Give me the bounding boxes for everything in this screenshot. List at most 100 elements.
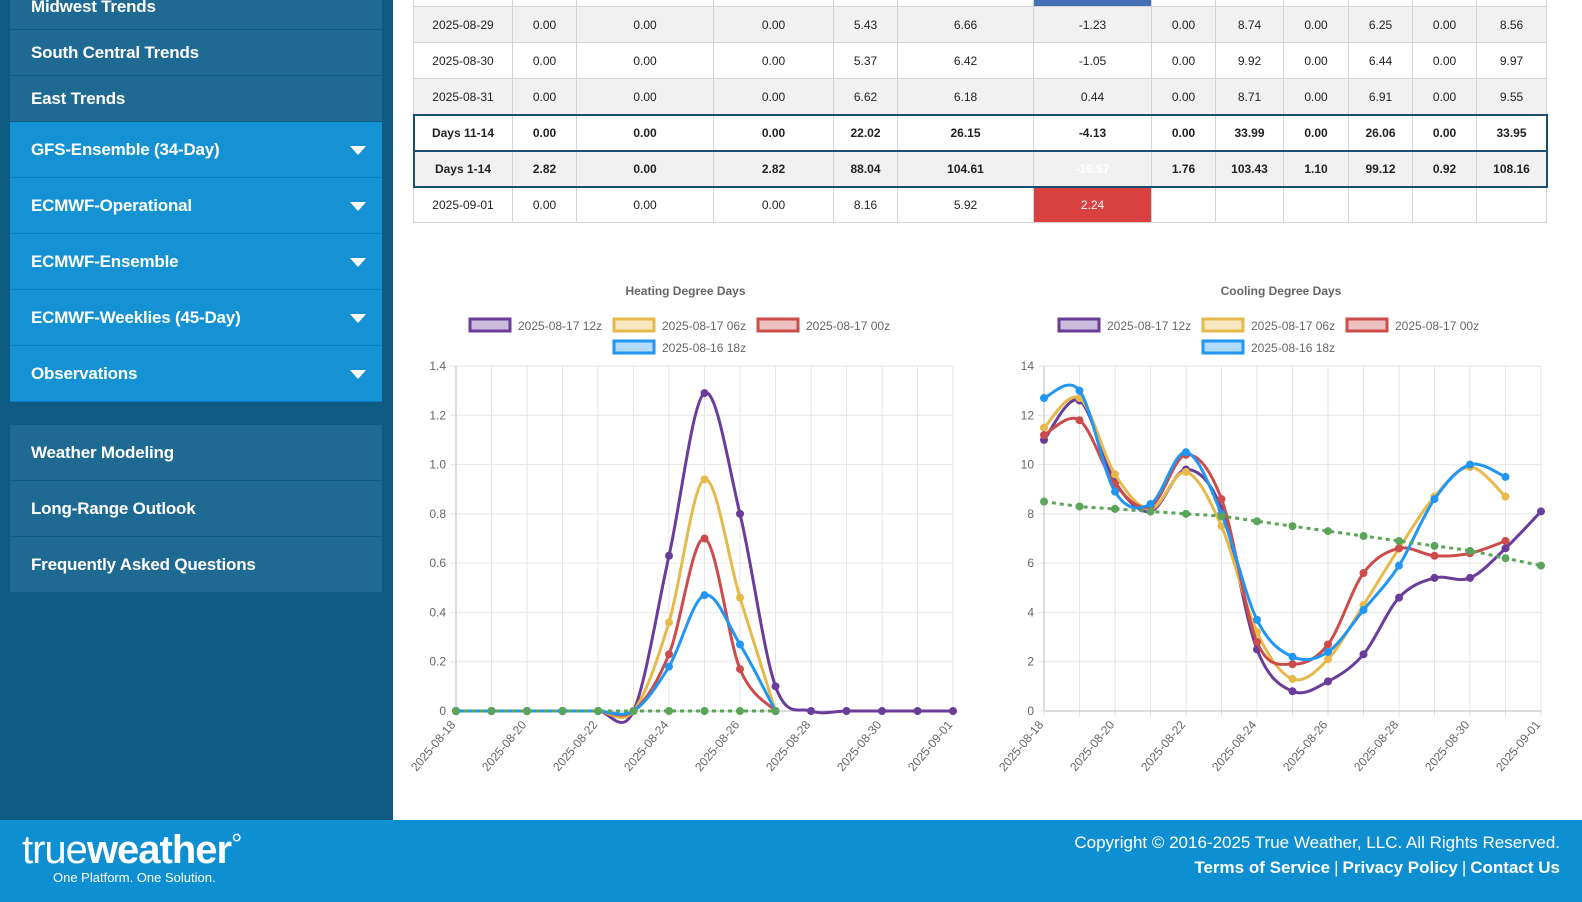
data-point [1359,650,1368,659]
caret-down-icon [350,314,366,323]
sidebar-item-east-trends[interactable]: East Trends [10,76,382,122]
table-row: Days 11-14 0.00 0.00 0.00 22.02 26.15 -4.13 0.0… [412,113,1548,152]
data-point [736,665,744,674]
y-tick-label: 12 [1021,408,1035,422]
privacy-policy-link[interactable]: Privacy Policy [1342,858,1458,877]
sidebar-item-label: GFS-Ensemble (34-Day) [31,139,220,159]
x-tick-label: 2025-08-20 [479,718,529,774]
sidebar-item-label: Frequently Asked Questions [31,554,256,574]
table-cell: 8.74 [1215,6,1284,43]
data-point [665,707,673,715]
data-point [1501,554,1510,563]
table-cell: 6.62 [833,78,898,115]
legend-label: 2025-08-17 12z [518,319,602,333]
row-label-cell: 2025-08-29 [413,6,513,43]
sidebar-item-label: Long-Range Outlook [31,498,196,518]
table-row: 2025-08-30 0.00 0.00 0.00 5.37 6.42 -1.05 0.00 9… [413,42,1547,79]
table-cell: 0.00 [576,114,714,151]
terms-of-service-link[interactable]: Terms of Service [1194,858,1331,877]
sidebar-item-long-range-outlook[interactable]: Long-Range Outlook [10,481,382,537]
x-tick-label: 2025-08-28 [1351,718,1401,774]
table-cell: 8.16 [833,186,898,223]
table-cell: 0.00 [1283,114,1349,151]
row-label-cell: 2025-08-30 [413,42,513,79]
x-tick-label: 2025-08-24 [621,718,671,774]
x-tick-label: 2025-08-18 [408,718,458,774]
table-cell: 2.82 [713,150,834,187]
series-line [1042,395,1507,682]
sidebar-item-label: ECMWF-Ensemble [31,251,179,271]
sidebar-item-weather-modeling[interactable]: Weather Modeling [10,425,382,481]
sidebar-dropdown-ecmwf-ensemble[interactable]: ECMWF-Ensemble [10,234,382,290]
y-tick-label: 0 [1027,704,1034,718]
table-cell: 0.00 [576,78,714,115]
data-point [1466,460,1474,469]
sidebar-dropdown-observations[interactable]: Observations [10,346,382,402]
table-cell: 104.61 [897,150,1034,187]
sidebar-dropdown-ecmwf-operational[interactable]: ECMWF-Operational [10,178,382,234]
y-tick-label: 1.4 [429,359,446,373]
sidebar: Midwest Trends South Central Trends East… [0,0,393,820]
legend-label: 2025-08-16 18z [1251,341,1335,355]
data-point [1430,551,1439,560]
table-cell: 22.02 [833,114,898,151]
data-point [771,682,780,691]
table-cell: 0.00 [713,186,834,223]
table-cell: 9.92 [1215,42,1284,79]
legend-label: 2025-08-16 18z [662,341,746,355]
sidebar-item-label: Midwest Trends [31,0,156,16]
table-cell: 0.00 [1412,114,1477,151]
data-point [1466,546,1474,555]
data-point [736,640,744,649]
x-tick-label: 2025-08-28 [763,718,813,774]
data-point [1040,497,1048,506]
table-cell: 6.44 [1348,42,1413,79]
table-cell [1412,186,1477,223]
table-cell: 9.55 [1476,78,1547,115]
row-label-cell: Days 11-14 [413,114,513,151]
table-cell [1283,186,1349,223]
data-point [736,509,744,518]
data-point [1288,687,1297,696]
contact-us-link[interactable]: Contact Us [1470,858,1560,877]
data-point [913,707,922,715]
table-cell: 0.00 [1151,42,1216,79]
legend-swatch [468,317,512,333]
data-point [1395,544,1403,553]
table-cell: 0.92 [1412,150,1477,187]
data-point [807,707,815,715]
sidebar-dropdown-gfs-ensemble[interactable]: GFS-Ensemble (34-Day) [10,122,382,178]
x-tick-label: 2025-08-26 [1280,718,1330,774]
table-cell: -1.23 [1033,6,1152,43]
data-point [1501,492,1510,501]
table-cell: 9.97 [1476,42,1547,79]
x-tick-label: 2025-09-01 [905,718,955,774]
data-point [1182,509,1190,518]
info-group: Weather Modeling Long-Range Outlook Freq… [10,425,382,593]
data-point [1501,544,1510,553]
legend-swatch [1201,339,1245,355]
sidebar-dropdown-ecmwf-weeklies[interactable]: ECMWF-Weeklies (45-Day) [10,290,382,346]
data-point [1075,386,1084,395]
data-point [1111,487,1119,496]
sidebar-item-faq[interactable]: Frequently Asked Questions [10,537,382,593]
trueweather-logo[interactable]: trueweather° [22,828,242,873]
data-point [1182,448,1190,457]
table-row: 2025-09-01 0.00 0.00 0.00 8.16 5.92 2.24 [413,186,1547,223]
data-point [665,662,673,671]
table-cell: 1.10 [1283,150,1349,187]
table-cell: 1.76 [1151,150,1216,187]
data-point [1324,655,1332,664]
x-tick-label: 2025-08-30 [834,718,884,774]
sidebar-item-midwest-trends[interactable]: Midwest Trends [10,0,382,30]
sidebar-item-south-central-trends[interactable]: South Central Trends [10,30,382,76]
x-tick-label: 2025-08-30 [1422,718,1472,774]
legend-swatch [1345,317,1389,333]
table-cell: 0.00 [576,150,714,187]
data-point [665,551,673,560]
data-point [1075,416,1084,425]
legend-label: 2025-08-17 00z [1395,319,1479,333]
legend-label: 2025-08-17 12z [1107,319,1191,333]
x-tick-label: 2025-09-01 [1493,718,1543,774]
data-point [1324,527,1332,536]
